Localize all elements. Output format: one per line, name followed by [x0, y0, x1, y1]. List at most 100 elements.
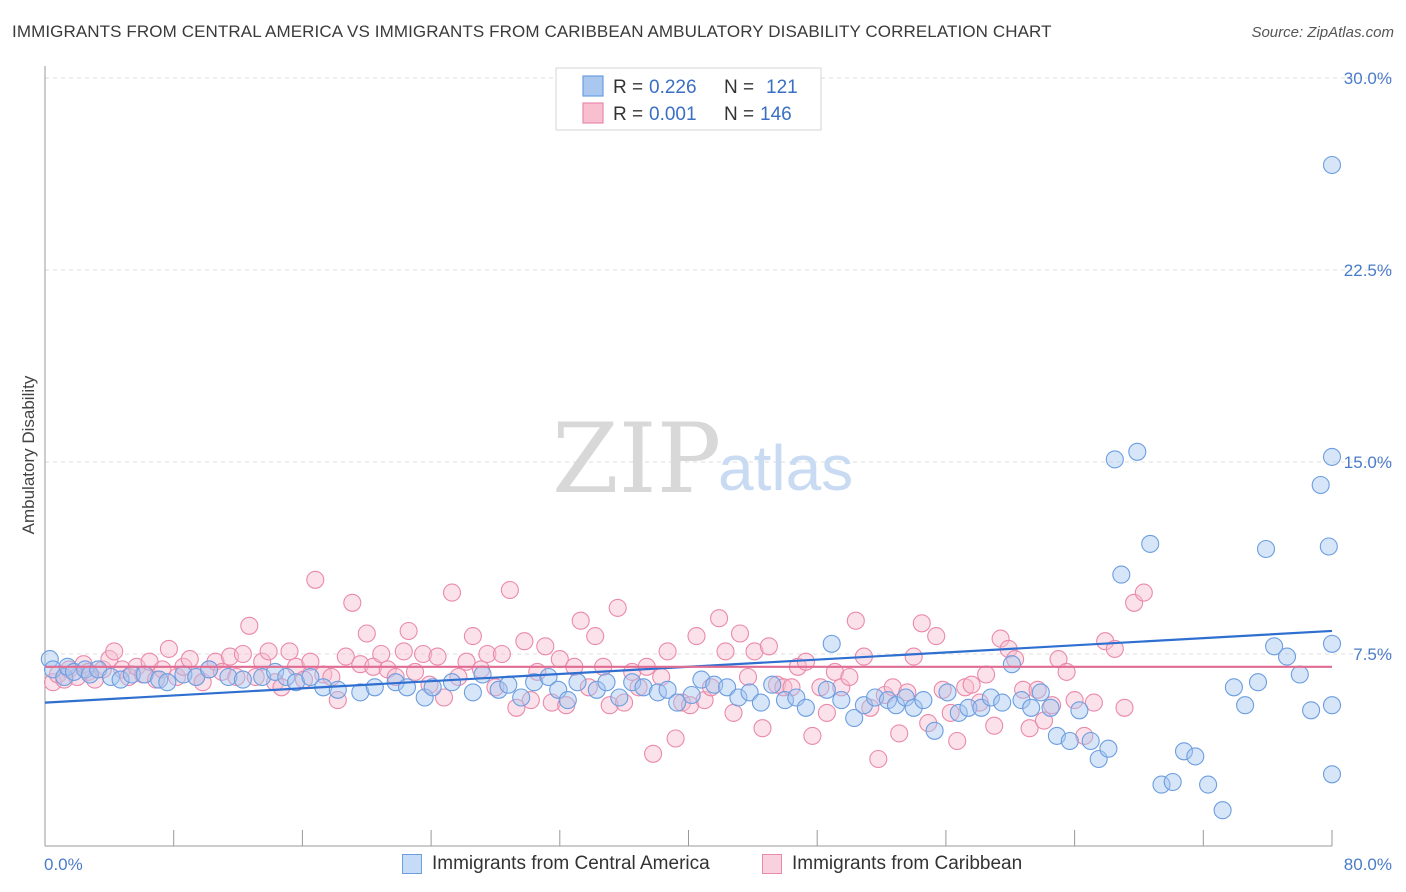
data-point[interactable]	[1163, 772, 1182, 792]
data-point[interactable]	[336, 647, 355, 666]
data-point[interactable]	[55, 667, 74, 687]
data-point[interactable]	[753, 719, 772, 738]
data-point[interactable]	[111, 670, 130, 689]
data-point[interactable]	[499, 675, 518, 694]
data-point[interactable]	[105, 642, 124, 661]
data-point[interactable]	[1115, 698, 1134, 717]
data-point[interactable]	[525, 673, 544, 692]
data-point[interactable]	[463, 683, 482, 702]
data-point[interactable]	[200, 660, 219, 679]
data-point[interactable]	[536, 637, 555, 656]
data-point[interactable]	[233, 644, 252, 664]
data-point[interactable]	[600, 696, 619, 715]
data-point[interactable]	[1096, 632, 1115, 651]
data-point[interactable]	[914, 691, 933, 710]
data-point[interactable]	[272, 678, 291, 697]
data-point[interactable]	[442, 673, 462, 692]
data-point[interactable]	[730, 624, 750, 643]
data-point[interactable]	[500, 580, 519, 600]
data-point[interactable]	[710, 609, 729, 628]
data-point[interactable]	[796, 698, 815, 717]
data-point[interactable]	[701, 678, 721, 697]
data-point[interactable]	[434, 688, 454, 707]
data-point[interactable]	[1236, 696, 1255, 715]
data-point[interactable]	[759, 637, 778, 656]
data-point[interactable]	[948, 731, 967, 751]
data-point[interactable]	[1290, 665, 1309, 684]
data-point[interactable]	[180, 650, 199, 669]
data-point[interactable]	[414, 644, 433, 664]
data-point[interactable]	[587, 680, 606, 699]
data-point[interactable]	[927, 627, 946, 646]
data-point[interactable]	[515, 632, 534, 651]
data-point[interactable]	[301, 667, 320, 687]
data-point[interactable]	[394, 642, 413, 661]
data-point[interactable]	[1248, 673, 1268, 692]
data-point[interactable]	[76, 660, 95, 679]
data-point[interactable]	[1322, 696, 1342, 715]
data-point[interactable]	[159, 639, 178, 658]
data-point[interactable]	[372, 644, 391, 664]
data-point[interactable]	[912, 614, 931, 633]
legend-item-central-america[interactable]: Immigrants from Central America	[402, 852, 710, 876]
data-point[interactable]	[1134, 583, 1153, 602]
data-point[interactable]	[571, 611, 590, 630]
data-point[interactable]	[959, 698, 978, 717]
data-point[interactable]	[357, 624, 376, 643]
data-point[interactable]	[949, 703, 968, 722]
data-point[interactable]	[507, 698, 526, 717]
data-point[interactable]	[1081, 731, 1100, 751]
data-point[interactable]	[890, 724, 909, 743]
data-point[interactable]	[751, 693, 770, 712]
data-point[interactable]	[763, 675, 782, 694]
data-point[interactable]	[1020, 719, 1039, 738]
data-point[interactable]	[286, 673, 306, 692]
data-point[interactable]	[938, 683, 957, 702]
data-point[interactable]	[1070, 701, 1089, 720]
data-point[interactable]	[1277, 647, 1297, 666]
data-point[interactable]	[1224, 678, 1243, 697]
data-point[interactable]	[985, 716, 1004, 735]
data-point[interactable]	[558, 691, 577, 710]
data-point[interactable]	[846, 611, 865, 630]
data-point[interactable]	[1128, 442, 1147, 461]
data-point[interactable]	[666, 729, 685, 748]
data-point[interactable]	[1322, 634, 1342, 653]
data-point[interactable]	[634, 678, 653, 697]
data-point[interactable]	[738, 667, 758, 687]
data-point[interactable]	[386, 667, 405, 687]
data-point[interactable]	[729, 688, 748, 707]
data-point[interactable]	[1041, 698, 1060, 717]
data-point[interactable]	[658, 680, 677, 699]
data-point[interactable]	[478, 644, 497, 664]
data-point[interactable]	[597, 673, 616, 692]
data-point[interactable]	[428, 647, 447, 666]
data-point[interactable]	[869, 749, 888, 769]
data-point[interactable]	[1105, 450, 1124, 469]
data-point[interactable]	[1002, 655, 1021, 674]
data-point[interactable]	[489, 680, 508, 699]
data-point[interactable]	[886, 696, 906, 715]
data-point[interactable]	[1105, 639, 1124, 658]
data-point[interactable]	[539, 667, 558, 687]
data-point[interactable]	[623, 673, 642, 692]
data-point[interactable]	[1112, 565, 1131, 584]
data-point[interactable]	[1256, 539, 1276, 559]
data-point[interactable]	[365, 678, 384, 697]
data-point[interactable]	[817, 703, 836, 722]
data-point[interactable]	[817, 680, 836, 699]
data-point[interactable]	[610, 688, 629, 707]
data-point[interactable]	[1322, 447, 1342, 466]
data-point[interactable]	[1012, 691, 1031, 710]
data-point[interactable]	[328, 680, 347, 699]
data-point[interactable]	[745, 642, 764, 661]
data-point[interactable]	[840, 667, 859, 687]
data-point[interactable]	[423, 678, 442, 697]
data-point[interactable]	[1174, 742, 1194, 761]
data-point[interactable]	[568, 673, 587, 692]
data-point[interactable]	[1213, 801, 1232, 820]
data-point[interactable]	[512, 688, 531, 707]
data-point[interactable]	[803, 726, 822, 745]
data-point[interactable]	[977, 665, 996, 684]
data-point[interactable]	[158, 673, 177, 692]
